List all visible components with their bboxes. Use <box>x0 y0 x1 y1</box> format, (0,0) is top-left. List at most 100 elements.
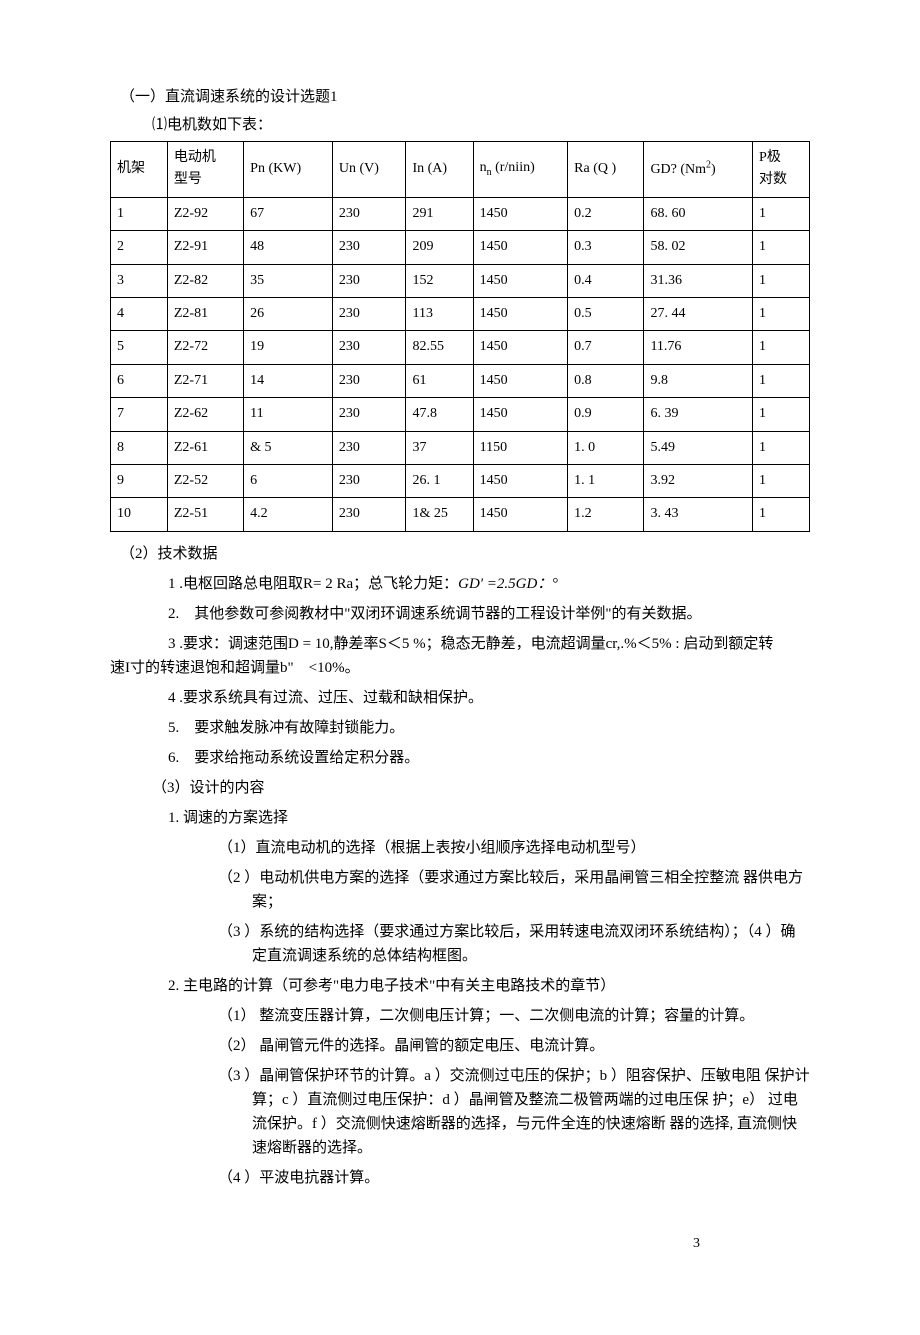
sub-1-item-a: （1）直流电动机的选择（根据上表按小组顺序选择电动机型号） <box>218 836 810 860</box>
sub-2-item-d: （4 ）平波电抗器计算。 <box>218 1166 810 1190</box>
text-line: 3 .要求：调速范围D = 10,静差率S＜5 %；稳态无静差，电流超调量cr,… <box>168 632 810 656</box>
table-cell: 14 <box>244 364 333 397</box>
table-cell: 1450 <box>473 331 568 364</box>
text-line: 速I寸的转速退饱和超调量b" <10%。 <box>110 656 810 680</box>
table-cell: 1. 0 <box>568 431 644 464</box>
table-header-cell: Un (V) <box>332 142 406 198</box>
section-2-label: （2）技术数据 <box>120 542 810 566</box>
table-cell: 152 <box>406 264 473 297</box>
heading-main: （一）直流调速系统的设计选题1 <box>120 85 810 109</box>
table-cell: 6 <box>244 464 333 497</box>
table-cell: 230 <box>332 231 406 264</box>
table-cell: Z2-92 <box>167 197 243 230</box>
table-cell: 4.2 <box>244 498 333 531</box>
sub-1-label: 1. 调速的方案选择 <box>168 806 810 830</box>
table-cell: 230 <box>332 464 406 497</box>
table-cell: 35 <box>244 264 333 297</box>
table-row: 9Z2-52623026. 114501. 13.921 <box>111 464 810 497</box>
sub-2-item-a: （1） 整流变压器计算，二次侧电压计算；一、二次侧电流的计算；容量的计算。 <box>218 1004 810 1028</box>
table-cell: 6 <box>111 364 168 397</box>
table-cell: 1 <box>753 264 810 297</box>
table-row: 10Z2-514.22301& 2514501.23. 431 <box>111 498 810 531</box>
table-header-cell: 电动机型号 <box>167 142 243 198</box>
table-header-row: 机架电动机型号Pn (KW)Un (V)In (A)nn (r/niin)Ra … <box>111 142 810 198</box>
table-cell: 1 <box>753 331 810 364</box>
table-row: 3Z2-823523015214500.431.361 <box>111 264 810 297</box>
sub-2-item-b: （2） 晶闸管元件的选择。晶闸管的额定电压、电流计算。 <box>218 1034 810 1058</box>
table-cell: 1.2 <box>568 498 644 531</box>
table-cell: 230 <box>332 264 406 297</box>
table-cell: 1 <box>753 398 810 431</box>
table-cell: 1450 <box>473 364 568 397</box>
table-cell: 1 <box>753 464 810 497</box>
table-cell: Z2-91 <box>167 231 243 264</box>
table-cell: 1450 <box>473 398 568 431</box>
table-cell: 10 <box>111 498 168 531</box>
table-cell: 6. 39 <box>644 398 753 431</box>
table-header-cell: P极对数 <box>753 142 810 198</box>
table-cell: 3 <box>111 264 168 297</box>
table-cell: 3.92 <box>644 464 753 497</box>
table-cell: 1450 <box>473 264 568 297</box>
table-body: 1Z2-926723029114500.268. 6012Z2-91482302… <box>111 197 810 531</box>
table-row: 7Z2-621123047.814500.96. 391 <box>111 398 810 431</box>
table-cell: 19 <box>244 331 333 364</box>
sub-2-label: 2. 主电路的计算（可参考"电力电子技术"中有关主电路技术的章节） <box>168 974 810 998</box>
table-cell: 68. 60 <box>644 197 753 230</box>
table-cell: 230 <box>332 431 406 464</box>
table-cell: 1 <box>111 197 168 230</box>
table-cell: 1 <box>753 297 810 330</box>
table-cell: 291 <box>406 197 473 230</box>
table-cell: & 5 <box>244 431 333 464</box>
table-cell: 230 <box>332 398 406 431</box>
table-header-cell: nn (r/niin) <box>473 142 568 198</box>
table-row: 8Z2-61& 52303711501. 05.491 <box>111 431 810 464</box>
table-cell: 0.7 <box>568 331 644 364</box>
sub-1-item-c: （3 ）系统的结构选择（要求通过方案比较后，采用转速电流双闭环系统结构）；（4 … <box>252 920 810 968</box>
table-cell: 58. 02 <box>644 231 753 264</box>
table-header-cell: Ra (Q ) <box>568 142 644 198</box>
table-row: 5Z2-721923082.5514500.711.761 <box>111 331 810 364</box>
table-cell: Z2-51 <box>167 498 243 531</box>
table-cell: 11 <box>244 398 333 431</box>
table-cell: Z2-52 <box>167 464 243 497</box>
table-cell: 5 <box>111 331 168 364</box>
item-2-2: 2. 其他参数可参阅教材中"双闭环调速系统调节器的工程设计举例"的有关数据。 <box>168 602 810 626</box>
table-cell: 230 <box>332 498 406 531</box>
table-cell: 230 <box>332 331 406 364</box>
table-cell: 1. 1 <box>568 464 644 497</box>
table-header-cell: In (A) <box>406 142 473 198</box>
item-2-6: 6. 要求给拖动系统设置给定积分器。 <box>168 746 810 770</box>
item-2-4: 4 .要求系统具有过流、过压、过载和缺相保护。 <box>168 686 810 710</box>
page-number: 3 <box>693 1233 700 1255</box>
table-cell: 1 <box>753 197 810 230</box>
text-run: ° <box>552 576 558 592</box>
table-cell: 0.4 <box>568 264 644 297</box>
table-header-cell: 机架 <box>111 142 168 198</box>
table-row: 1Z2-926723029114500.268. 601 <box>111 197 810 230</box>
table-cell: 113 <box>406 297 473 330</box>
text-run: 1 .电枢回路总电阻取R= 2 Ra；总飞轮力矩： <box>168 576 458 592</box>
table-cell: 1 <box>753 364 810 397</box>
table-cell: 26 <box>244 297 333 330</box>
table-cell: 1450 <box>473 464 568 497</box>
text-italic: GD' =2.5GD： <box>458 576 552 592</box>
table-cell: 27. 44 <box>644 297 753 330</box>
table-cell: 9.8 <box>644 364 753 397</box>
table-cell: 0.3 <box>568 231 644 264</box>
table-cell: 67 <box>244 197 333 230</box>
sub-2-item-c: （3 ）晶闸管保护环节的计算。a ）交流侧过屯压的保护；b ）阻容保护、压敏电阻… <box>252 1064 810 1160</box>
table-cell: 230 <box>332 297 406 330</box>
table-cell: 0.9 <box>568 398 644 431</box>
table-cell: 0.8 <box>568 364 644 397</box>
item-2-3: 3 .要求：调速范围D = 10,静差率S＜5 %；稳态无静差，电流超调量cr,… <box>110 632 810 680</box>
table-cell: 61 <box>406 364 473 397</box>
table-header-cell: Pn (KW) <box>244 142 333 198</box>
item-2-5: 5. 要求触发脉冲有故障封锁能力。 <box>168 716 810 740</box>
table-cell: 7 <box>111 398 168 431</box>
table-cell: 1 <box>753 231 810 264</box>
table-cell: 4 <box>111 297 168 330</box>
table-cell: 209 <box>406 231 473 264</box>
table-row: 4Z2-812623011314500.527. 441 <box>111 297 810 330</box>
table-cell: 1& 25 <box>406 498 473 531</box>
